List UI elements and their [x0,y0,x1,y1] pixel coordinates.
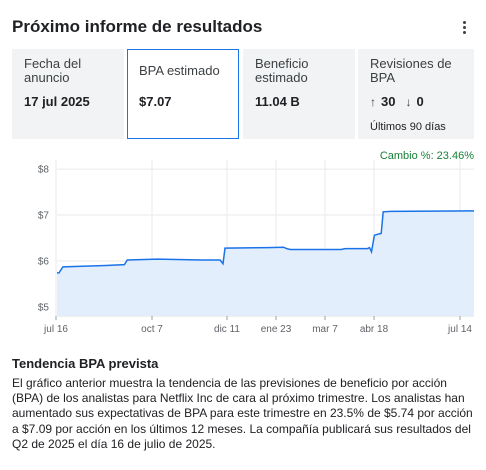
eps-area [57,210,474,316]
summary-cards: Fecha del anuncio 17 jul 2025 BPA estima… [12,49,474,139]
revisions-period: Últimos 90 días [370,121,446,133]
x-tick-label: ene 23 [261,324,292,335]
card-label: BPA estimado [139,63,220,78]
x-axis-ticks: jul 16 oct 7 dic 11 ene 23 mar 7 abr 18 jul 14 [43,316,472,335]
card-label: Revisiones de BPA [370,56,452,85]
more-options-icon[interactable] [458,17,470,37]
x-tick-label: abr 18 [360,324,389,335]
eps-trend-chart: $8 $7 $6 $5 jul 16 oct 7 dic 11 ene 23 mar 7 abr… [38,160,475,335]
trend-title: Tendencia BPA prevista [12,356,159,371]
arrow-up-icon: ↑ [370,95,376,109]
card-announcement-date[interactable]: Fecha del anuncio 17 jul 2025 [12,49,124,139]
card-value: 17 jul 2025 [24,94,90,109]
y-tick-label: $7 [38,211,50,222]
x-tick-label: mar 7 [312,324,338,335]
card-value: 11.04 B [255,94,300,109]
x-tick-label: oct 7 [141,324,163,335]
trend-description: El gráfico anterior muestra la tendencia… [12,376,473,451]
revisions-down-count: 0 [416,94,424,109]
revisions-up-count: 30 [381,94,396,109]
card-revenue-estimate[interactable]: Beneficio estimado 11.04 B [243,49,355,139]
card-value: $7.07 [139,94,172,109]
y-tick-label: $8 [38,165,50,176]
y-tick-label: $5 [38,302,50,313]
card-label: Fecha del anuncio [24,56,82,85]
change-percent-label: Cambio %: 23.46% [379,150,474,162]
card-label: Beneficio estimado [255,56,309,85]
eps-line [57,210,475,274]
x-tick-label: jul 16 [43,324,68,335]
y-axis-ticks: $8 $7 $6 $5 [38,165,50,314]
arrow-down-icon: ↓ [405,95,412,109]
section-header: Próximo informe de resultados [12,15,474,39]
y-tick-label: $6 [38,256,50,267]
x-tick-label: dic 11 [214,324,240,335]
x-tick-label: jul 14 [447,324,472,335]
card-eps-estimate[interactable]: BPA estimado $7.07 [127,49,239,139]
revision-counts: ↑ 30 ↓ 0 [370,94,424,109]
section-title: Próximo informe de resultados [12,17,263,36]
card-eps-revisions[interactable]: Revisiones de BPA ↑ 30 ↓ 0 Últimos 90 días [358,49,474,139]
